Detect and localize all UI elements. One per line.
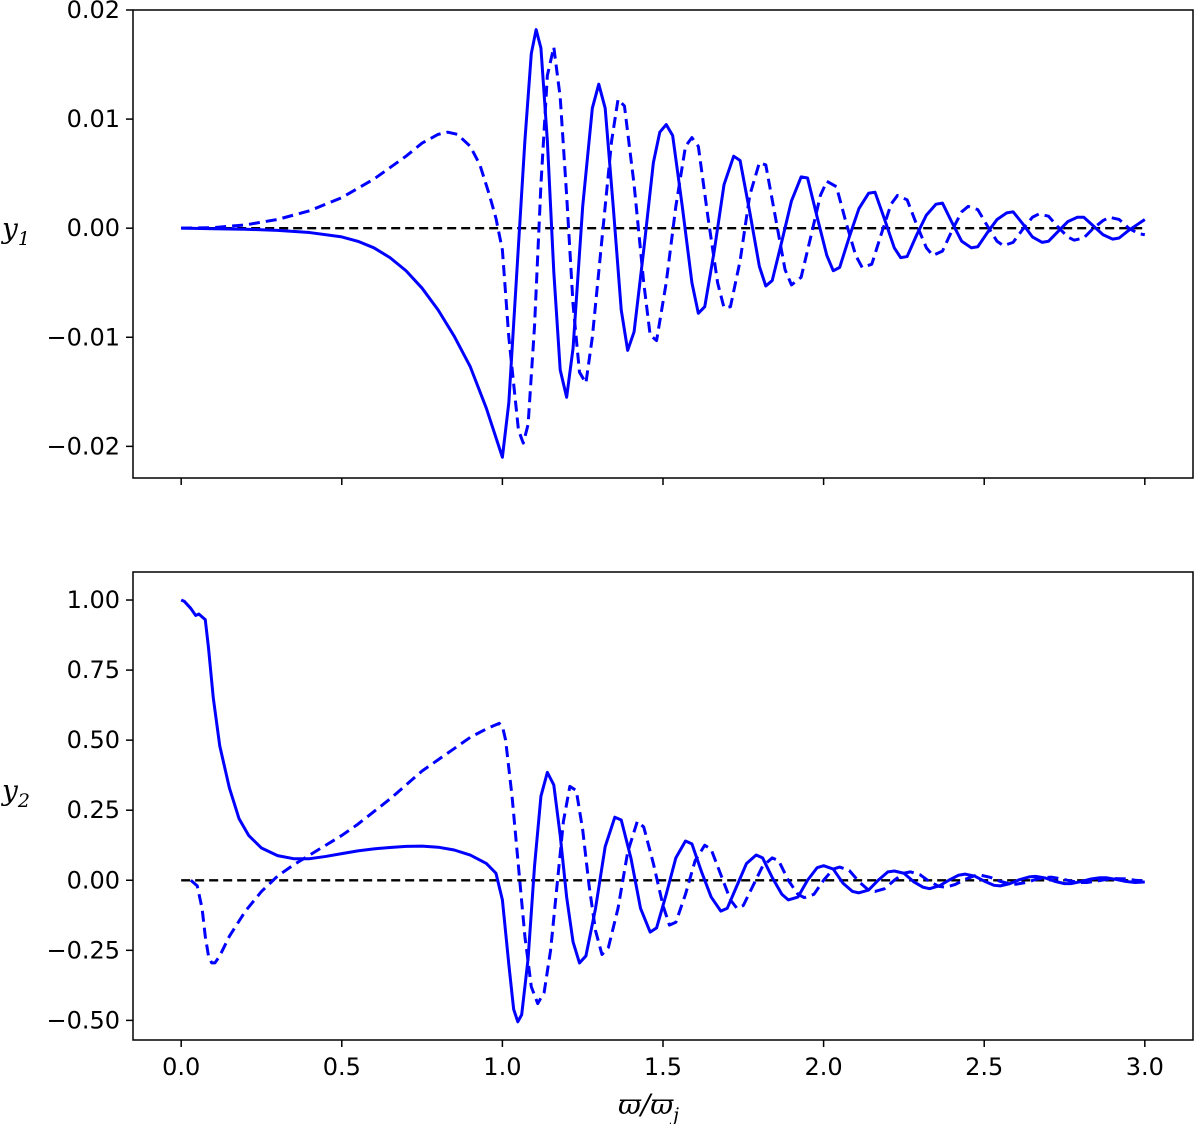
x-axis-label: ϖ/ϖj xyxy=(618,1088,679,1124)
y-tick-label: 0.00 xyxy=(67,214,120,242)
y-tick-label: 0.75 xyxy=(67,656,120,684)
x-tick-label: 2.0 xyxy=(805,1053,843,1081)
y-tick-label: −0.50 xyxy=(46,1006,120,1034)
series-line-solid xyxy=(180,598,1145,1024)
plot-frame xyxy=(132,571,1194,1041)
x-tick-label: 0.0 xyxy=(162,1053,200,1081)
y-tick-label: 0.25 xyxy=(67,796,120,824)
bottom-panel-y2: y2 ϖ/ϖj −0.50 −0.25 0.00 0.25 0.50 0.75 1.00 0.… xyxy=(0,571,1194,1124)
y-tick-label: 0.50 xyxy=(67,726,120,754)
x-tick-label: 1.5 xyxy=(644,1053,682,1081)
y2-axis-label: y2 xyxy=(0,774,30,812)
series-line-dashed xyxy=(189,721,1145,1006)
y-tick-label: 0.02 xyxy=(67,0,120,24)
y-tick-label: −0.25 xyxy=(46,936,120,964)
x-tick-label: 3.0 xyxy=(1126,1053,1164,1081)
plot-frame xyxy=(132,9,1194,479)
series-line-solid xyxy=(181,28,1146,459)
y-tick-label: −0.01 xyxy=(46,323,120,351)
y-tick-label: 0.00 xyxy=(67,866,120,894)
y-tick-label: 1.00 xyxy=(67,586,120,614)
x-tick-label: 0.5 xyxy=(323,1053,361,1081)
top-panel-y1: y1 −0.02 −0.01 0.00 0.01 0.02 xyxy=(0,0,1194,485)
series-line-dashed xyxy=(181,45,1146,445)
x-tick-label: 1.0 xyxy=(483,1053,521,1081)
y1-axis-label: y1 xyxy=(0,212,30,250)
y-tick-label: 0.01 xyxy=(67,105,120,133)
y-tick-label: −0.02 xyxy=(46,432,120,460)
x-tick-label: 2.5 xyxy=(965,1053,1003,1081)
